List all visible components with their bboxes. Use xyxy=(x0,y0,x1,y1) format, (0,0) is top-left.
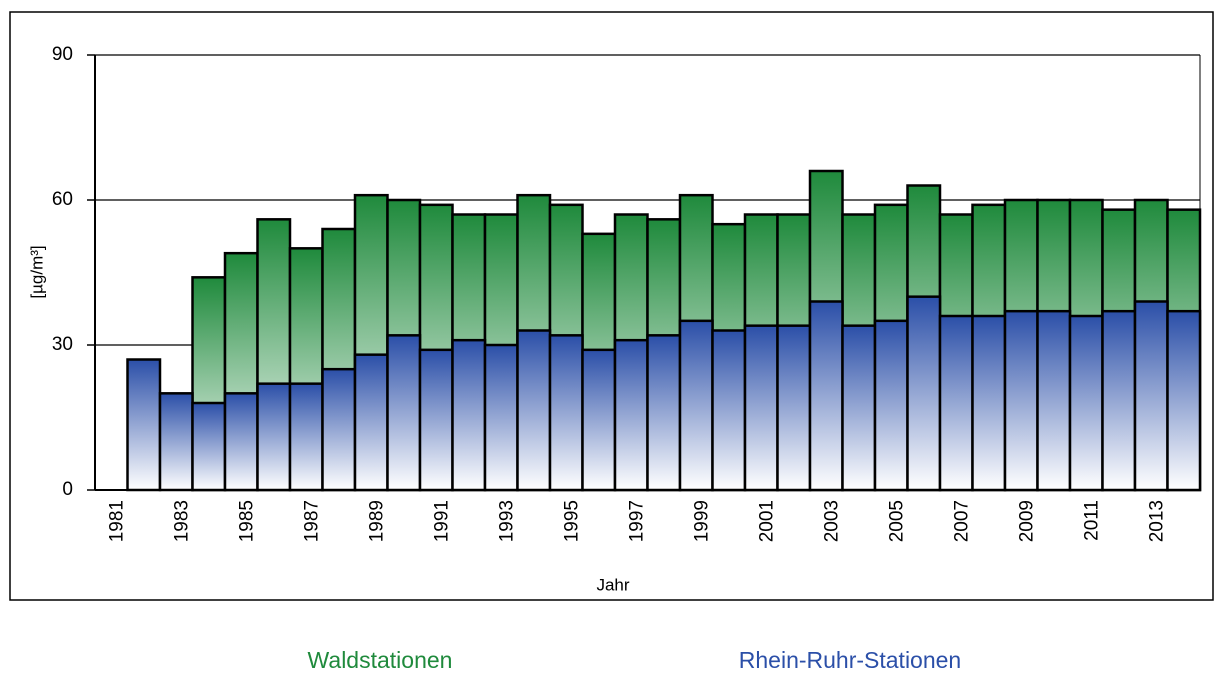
bar xyxy=(256,382,292,492)
bar xyxy=(223,392,259,492)
x-tick-label: 2011 xyxy=(1081,500,1102,541)
bar xyxy=(1133,300,1169,492)
bar xyxy=(1101,309,1137,492)
bar xyxy=(678,319,714,492)
bar xyxy=(353,353,389,492)
bar xyxy=(841,324,877,492)
bar xyxy=(646,334,682,492)
bar xyxy=(386,334,422,492)
x-tick-label: 1999 xyxy=(691,500,712,542)
bar xyxy=(483,343,519,492)
bar xyxy=(906,295,942,492)
x-tick-label: 1995 xyxy=(561,500,582,542)
bar xyxy=(873,319,909,492)
chart-frame xyxy=(9,11,1214,601)
bar xyxy=(1166,309,1202,492)
legend-label: Waldstationen xyxy=(308,647,453,673)
bar xyxy=(516,329,552,492)
x-tick-label: 1989 xyxy=(366,500,387,542)
x-tick-label: 1993 xyxy=(496,500,517,542)
bar xyxy=(1068,314,1104,492)
bar xyxy=(743,324,779,492)
x-tick-label: 1985 xyxy=(236,500,257,542)
bar xyxy=(418,348,454,492)
bar xyxy=(451,338,487,492)
bar xyxy=(581,348,617,492)
bar xyxy=(938,314,974,492)
bar xyxy=(288,382,324,492)
y-tick-label: 30 xyxy=(52,334,73,355)
x-tick-label: 2005 xyxy=(886,500,907,542)
x-tick-label: 1987 xyxy=(301,500,322,542)
bar xyxy=(548,334,584,492)
x-tick-label: 2001 xyxy=(756,500,777,542)
bar xyxy=(971,314,1007,492)
x-tick-label: 1981 xyxy=(106,500,127,542)
bar xyxy=(776,324,812,492)
bar xyxy=(613,338,649,492)
bar xyxy=(126,358,162,492)
x-tick-label: 2013 xyxy=(1146,500,1167,542)
x-tick-label: 2003 xyxy=(821,500,842,542)
bar xyxy=(191,401,227,492)
x-tick-label: 2009 xyxy=(1016,500,1037,542)
x-tick-label: 1983 xyxy=(171,500,192,542)
y-axis-label: [µg/m³] xyxy=(27,245,46,298)
bar xyxy=(158,392,194,492)
x-axis-label: Jahr xyxy=(596,575,629,594)
y-tick-label: 0 xyxy=(62,479,73,500)
bar xyxy=(321,367,357,492)
x-tick-label: 2007 xyxy=(951,500,972,542)
x-tick-label: 1997 xyxy=(626,500,647,542)
bar xyxy=(808,300,844,492)
y-tick-label: 90 xyxy=(52,44,73,65)
bar xyxy=(711,329,747,492)
legend-label: Rhein-Ruhr-Stationen xyxy=(739,647,961,673)
y-tick-label: 60 xyxy=(52,189,73,210)
bar xyxy=(1003,309,1039,492)
x-tick-label: 1991 xyxy=(431,500,452,542)
bar xyxy=(1036,309,1072,492)
